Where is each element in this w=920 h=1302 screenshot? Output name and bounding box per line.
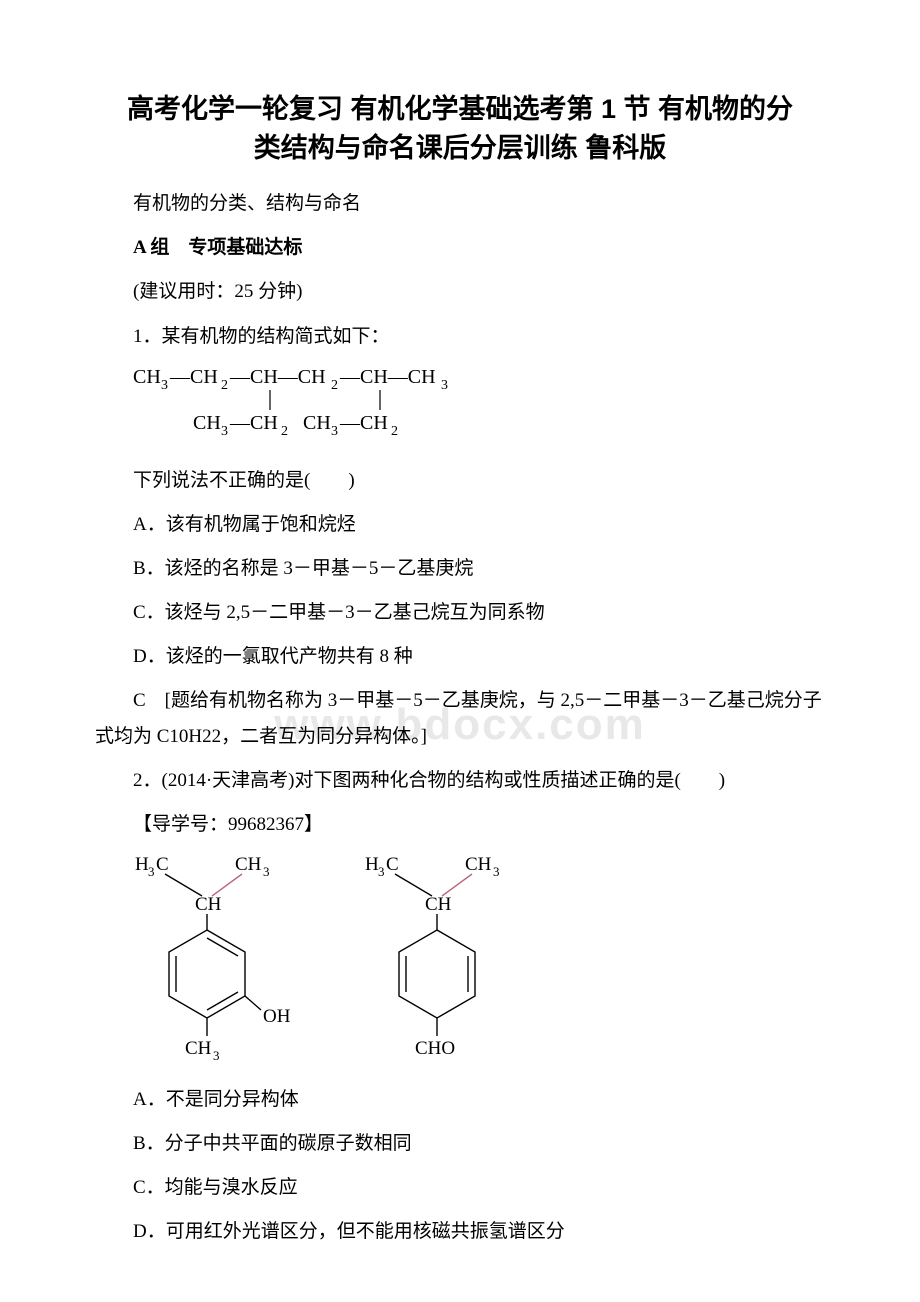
- svg-text:2: 2: [331, 378, 338, 393]
- svg-text:3: 3: [378, 864, 385, 879]
- q1-answer: C [题给有机物名称为 3－甲基－5－乙基庚烷，与 2,5－二甲基－3－乙基己烷…: [95, 683, 825, 755]
- svg-text:—CH—CH: —CH—CH: [229, 366, 326, 388]
- q1-follow: 下列说法不正确的是( ): [95, 463, 825, 499]
- svg-text:CH: CH: [193, 412, 221, 434]
- svg-text:—CH: —CH: [169, 366, 218, 388]
- svg-text:CH: CH: [185, 1038, 212, 1059]
- q1-option-c: C．该烃与 2,5－二甲基－3－乙基己烷互为同系物: [95, 595, 825, 631]
- q2-structure-diagrams: H3C CH3 CH OH: [127, 852, 825, 1072]
- svg-text:CH: CH: [133, 366, 161, 388]
- svg-text:CH: CH: [195, 894, 222, 915]
- q1-option-a: A．该有机物属于饱和烷烃: [95, 507, 825, 543]
- svg-text:2: 2: [391, 424, 398, 439]
- svg-text:3: 3: [148, 864, 155, 879]
- q2-reference: 【导学号：99682367】: [95, 807, 825, 843]
- subtitle: 有机物的分类、结构与命名: [95, 186, 825, 222]
- svg-text:2: 2: [221, 378, 228, 393]
- svg-text:C: C: [386, 854, 399, 875]
- time-hint: (建议用时：25 分钟): [95, 274, 825, 310]
- q1-stem: 1．某有机物的结构简式如下：: [95, 319, 825, 355]
- svg-text:—CH—CH: —CH—CH: [339, 366, 436, 388]
- svg-text:CHO: CHO: [415, 1038, 455, 1059]
- svg-text:CH: CH: [235, 854, 262, 875]
- q1-option-b: B．该烃的名称是 3－甲基－5－乙基庚烷: [95, 551, 825, 587]
- q2-stem: 2．(2014·天津高考)对下图两种化合物的结构或性质描述正确的是( ): [95, 763, 825, 799]
- q2-option-c: C．均能与溴水反应: [95, 1170, 825, 1206]
- q2-structure-right: H3C CH3 CH CHO: [357, 852, 537, 1072]
- title-line-1: 高考化学一轮复习 有机化学基础选考第 1 节 有机物的分: [127, 94, 793, 124]
- svg-text:CH: CH: [465, 854, 492, 875]
- svg-text:3: 3: [441, 378, 448, 393]
- svg-text:CH: CH: [425, 894, 452, 915]
- q2-option-b: B．分子中共平面的碳原子数相同: [95, 1126, 825, 1162]
- q2-option-d: D．可用红外光谱区分，但不能用核磁共振氢谱区分: [95, 1214, 825, 1250]
- svg-text:3: 3: [221, 424, 228, 439]
- svg-text:3: 3: [161, 378, 168, 393]
- svg-text:C: C: [156, 854, 169, 875]
- svg-text:CH: CH: [303, 412, 331, 434]
- svg-text:H: H: [135, 854, 149, 875]
- svg-text:3: 3: [331, 424, 338, 439]
- page-title: 高考化学一轮复习 有机化学基础选考第 1 节 有机物的分 类结构与命名课后分层训…: [95, 90, 825, 168]
- q2-option-a: A．不是同分异构体: [95, 1082, 825, 1118]
- title-line-2: 类结构与命名课后分层训练 鲁科版: [254, 133, 667, 163]
- group-a-heading: A 组 专项基础达标: [95, 230, 825, 266]
- svg-text:3: 3: [493, 864, 500, 879]
- svg-text:—CH: —CH: [229, 412, 278, 434]
- q1-structure-diagram: CH3 —CH2 —CH—CH2 —CH—CH3 CH3 —CH2 CH3 —C…: [133, 363, 825, 457]
- svg-text:H: H: [365, 854, 379, 875]
- q2-structure-left: H3C CH3 CH OH: [127, 852, 307, 1072]
- svg-text:—CH: —CH: [339, 412, 388, 434]
- svg-text:OH: OH: [263, 1006, 291, 1027]
- svg-text:2: 2: [281, 424, 288, 439]
- svg-text:3: 3: [263, 864, 270, 879]
- q1-option-d: D．该烃的一氯取代产物共有 8 种: [95, 639, 825, 675]
- svg-text:3: 3: [213, 1048, 220, 1063]
